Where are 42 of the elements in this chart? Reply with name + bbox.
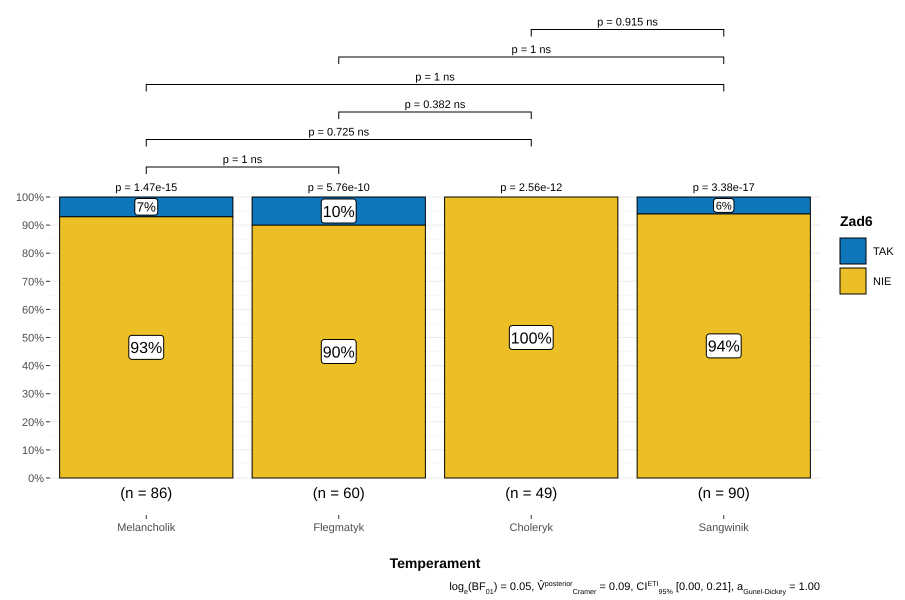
text: p = 0.725 ns [308, 126, 370, 138]
text: p = 0.382 ns [404, 99, 466, 111]
y-tick-label: 90% [22, 220, 44, 232]
annotation: (n = 86) [120, 485, 172, 502]
text: log$_{e}$(BF$_{01}$) = 0.05, V̂$^{posterior}$$_{Cramer}$ = 0.09, CI$^{ETI}$$_{95%}$ [0.00, 0.21], a$_{Gunel-Dickey}$ = 1.00 [449, 580, 820, 596]
x-tick-label: Choleryk [510, 522, 554, 534]
data-label: 7% [136, 200, 156, 215]
y-tick-label: 80% [22, 248, 44, 260]
y-tick-label: 40% [22, 360, 44, 373]
y-tick-label: 70% [22, 276, 44, 288]
legend-title: Zad6 [840, 213, 873, 229]
data-label: 10% [322, 204, 355, 221]
y-tick-label: 10% [22, 444, 44, 457]
x-axis-title: Temperament [390, 555, 481, 571]
annotation: p = 1.47e-15 [115, 182, 178, 194]
bar [444, 196, 618, 478]
annotation: (n = 90) [698, 485, 750, 502]
annotation: (n = 60) [312, 485, 365, 502]
annotation: p = 2.56e-12 [500, 182, 562, 194]
y-tick-label: 50% [22, 332, 44, 344]
text: p = 1 ns [512, 44, 552, 56]
legend-label: TAK [873, 246, 894, 258]
annotation: p = 5.76e-10 [308, 182, 370, 194]
data-label: 94% [708, 338, 740, 356]
data-label: 90% [322, 344, 355, 362]
x-tick-label: Flegmatyk [313, 522, 365, 534]
x-tick-label: Melancholik [117, 522, 176, 534]
y-tick-label: 30% [22, 388, 44, 401]
legend-label: NIE [873, 276, 892, 288]
text: p = 1 ns [415, 72, 456, 84]
annotation: p = 3.38e-17 [692, 182, 755, 194]
data-label: 93% [130, 340, 162, 358]
text: p = 1 ns [222, 154, 263, 166]
data-label: 100% [510, 330, 552, 348]
x-tick-label: Sangwinik [698, 522, 750, 534]
y-tick-label: 0% [28, 473, 44, 485]
annotation: (n = 49) [505, 485, 558, 502]
text: p = 0.915 ns [597, 16, 658, 28]
y-tick-label: 60% [22, 304, 44, 316]
y-tick-label: 100% [16, 192, 44, 204]
data-label: 6% [716, 200, 732, 212]
y-tick-label: 20% [22, 416, 44, 429]
